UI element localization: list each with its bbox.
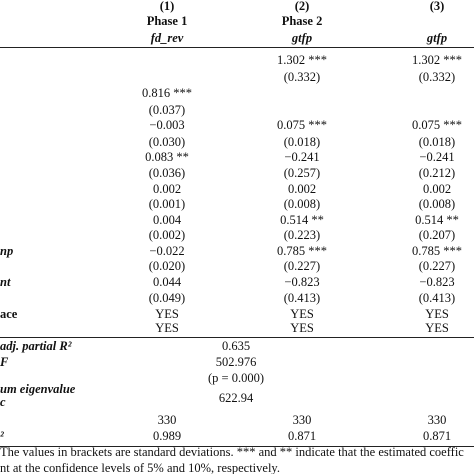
cell: (0.001) <box>148 197 186 211</box>
cell: 1.302 *** <box>412 53 462 67</box>
cell: (0.332) <box>283 70 321 84</box>
column-variable: gtfp <box>426 31 448 45</box>
cell: (0.227) <box>418 259 456 273</box>
cell: 0.002 <box>287 182 317 196</box>
row-label: ² <box>0 429 4 443</box>
cell: 0.785 *** <box>277 244 327 258</box>
cell: YES <box>425 307 449 321</box>
cell: −0.241 <box>284 150 320 164</box>
cell: 0.989 <box>152 429 182 443</box>
row-label: ace <box>0 307 18 321</box>
stat-label: F <box>0 355 9 369</box>
cell: 0.044 <box>152 275 182 289</box>
cell: 0.004 <box>152 213 182 227</box>
cell: 0.816 *** <box>142 86 192 100</box>
cell: YES <box>155 307 179 321</box>
stat-label: um eigenvalue <box>0 382 76 396</box>
cell: 330 <box>427 413 447 427</box>
cell: 0.002 <box>152 182 182 196</box>
cell: (0.413) <box>283 291 321 305</box>
rule <box>0 47 474 48</box>
cell: −0.823 <box>284 275 320 289</box>
cell: YES <box>155 321 179 335</box>
cell: −0.022 <box>149 244 185 258</box>
cell: (0.223) <box>283 228 321 242</box>
cell: (0.207) <box>418 228 456 242</box>
cell: (0.212) <box>418 166 456 180</box>
cell: (0.020) <box>148 259 186 273</box>
cell: YES <box>290 321 314 335</box>
cell: (0.036) <box>148 166 186 180</box>
cell: YES <box>290 307 314 321</box>
note-line: The values in brackets are standard devi… <box>0 445 464 459</box>
cell: 0.075 *** <box>412 118 462 132</box>
stat-value: (p = 0.000) <box>208 371 264 385</box>
column-phase: Phase 1 <box>146 14 188 28</box>
cell: 0.514 ** <box>280 213 324 227</box>
cell: (0.037) <box>148 103 186 117</box>
cell: 0.871 <box>422 429 452 443</box>
column-phase: Phase 2 <box>281 14 323 28</box>
cell: 1.302 *** <box>277 53 327 67</box>
stat-value: 0.635 <box>221 339 251 353</box>
stat-value: 622.94 <box>218 391 254 405</box>
cell: −0.003 <box>149 118 185 132</box>
cell: 330 <box>157 413 177 427</box>
cell: 0.514 ** <box>415 213 459 227</box>
row-label: np <box>0 244 14 258</box>
cell: (0.413) <box>418 291 456 305</box>
cell: (0.227) <box>283 259 321 273</box>
cell: (0.008) <box>418 197 456 211</box>
rule <box>0 446 474 447</box>
cell: −0.241 <box>419 150 455 164</box>
column-number: (1) <box>159 0 175 13</box>
cell: (0.030) <box>148 135 186 149</box>
column-variable: gtfp <box>291 31 313 45</box>
cell: (0.257) <box>283 166 321 180</box>
column-variable: fd_rev <box>150 31 184 45</box>
cell: 330 <box>292 413 312 427</box>
stat-label: adj. partial R² <box>0 339 72 353</box>
cell: YES <box>425 321 449 335</box>
cell: 0.075 *** <box>277 118 327 132</box>
stat-label: c <box>0 395 6 409</box>
cell: −0.823 <box>419 275 455 289</box>
stat-value: 502.976 <box>215 355 257 369</box>
cell: (0.002) <box>148 228 186 242</box>
cell: (0.018) <box>418 135 456 149</box>
note-line: nt at the confidence levels of 5% and 10… <box>0 461 280 474</box>
cell: 0.083 ** <box>145 150 189 164</box>
cell: 0.785 *** <box>412 244 462 258</box>
rule <box>0 337 474 338</box>
cell: 0.871 <box>287 429 317 443</box>
cell: (0.049) <box>148 291 186 305</box>
cell: 0.002 <box>422 182 452 196</box>
column-number: (2) <box>294 0 310 13</box>
cell: (0.332) <box>418 70 456 84</box>
cell: (0.008) <box>283 197 321 211</box>
cell: (0.018) <box>283 135 321 149</box>
column-number: (3) <box>429 0 445 13</box>
row-label: nt <box>0 275 11 289</box>
